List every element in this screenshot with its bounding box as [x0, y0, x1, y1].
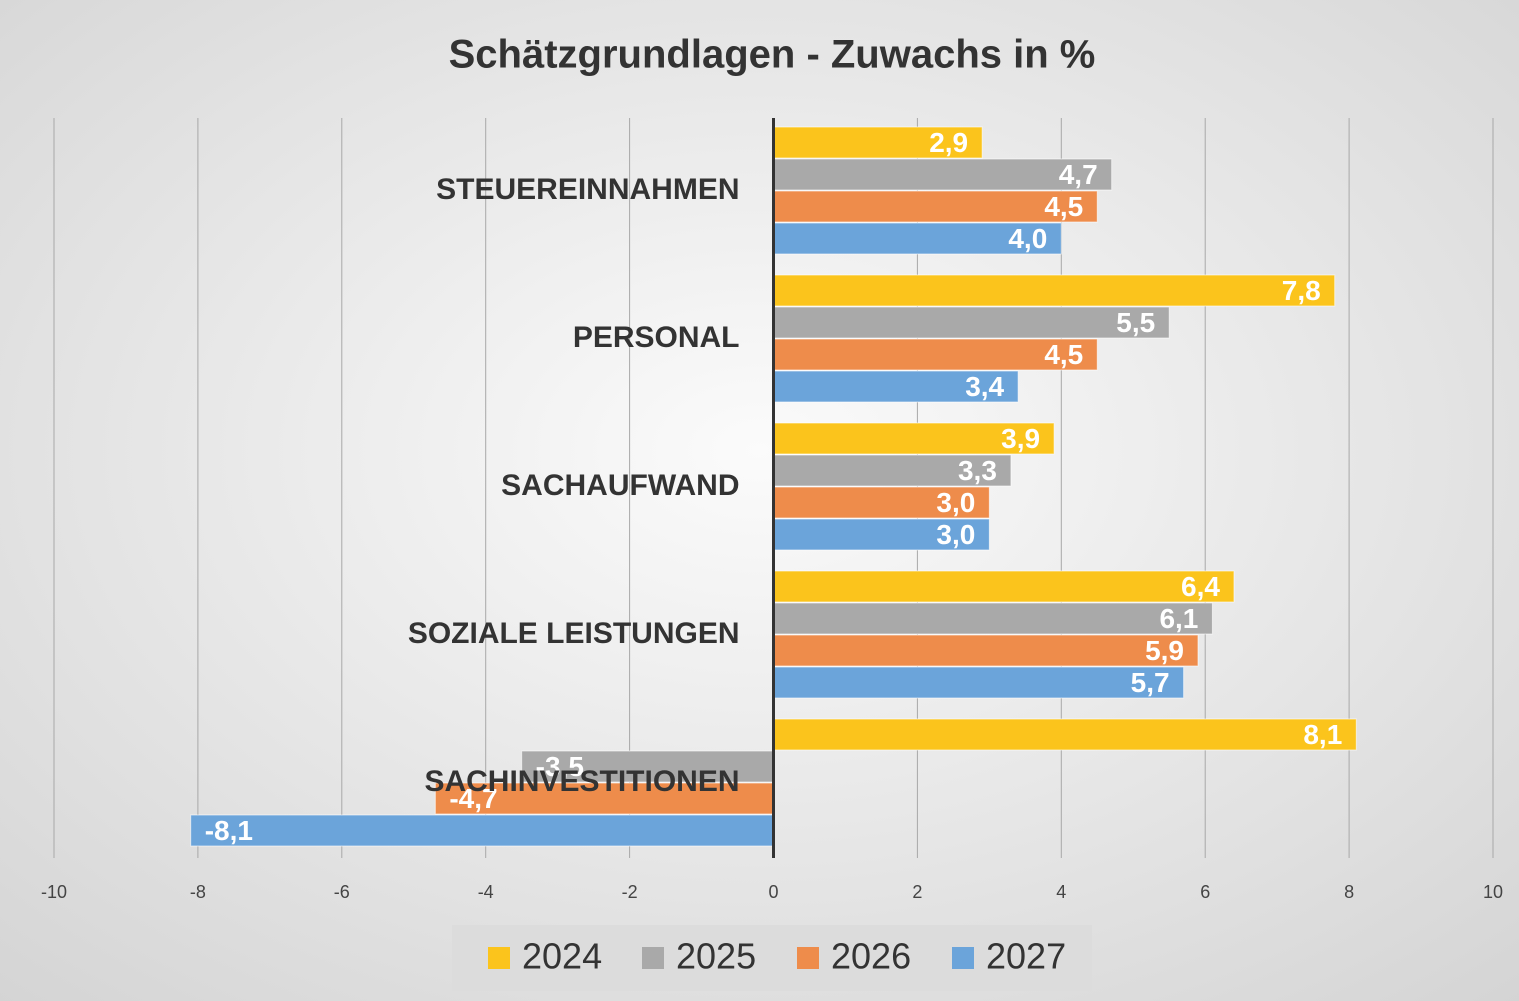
- value-label: 7,8: [1282, 275, 1321, 306]
- value-label: 5,7: [1131, 667, 1170, 698]
- bar: [773, 666, 1185, 699]
- bar: [434, 782, 774, 815]
- x-tick-label: 6: [1200, 882, 1210, 902]
- x-tick-label: -4: [478, 882, 494, 902]
- x-tick-label: 8: [1344, 882, 1354, 902]
- legend-label: 2024: [522, 936, 602, 977]
- bar: [773, 306, 1170, 339]
- value-label: -8,1: [205, 815, 253, 846]
- legend-swatch: [952, 947, 974, 969]
- legend-swatch: [642, 947, 664, 969]
- x-tick-label: -6: [334, 882, 350, 902]
- legend-swatch: [797, 947, 819, 969]
- bar: [773, 126, 983, 159]
- legend-box: [452, 925, 1092, 991]
- value-label: 4,0: [1008, 223, 1047, 254]
- value-label: 3,9: [1001, 423, 1040, 454]
- bar: [773, 634, 1199, 667]
- x-tick-label: 10: [1483, 882, 1503, 902]
- category-label: PERSONAL: [573, 321, 740, 354]
- x-tick-label: 2: [912, 882, 922, 902]
- bar: [773, 222, 1062, 255]
- bar: [521, 750, 774, 783]
- value-label: 6,1: [1159, 603, 1198, 634]
- x-tick-label: -2: [622, 882, 638, 902]
- x-tick-label: -8: [190, 882, 206, 902]
- bar: [773, 454, 1012, 487]
- value-label: 3,4: [965, 371, 1004, 402]
- category-label: SACHAUFWAND: [501, 469, 739, 502]
- category-label: SACHINVESTITIONEN: [424, 765, 739, 798]
- bar: [773, 602, 1213, 635]
- bar: [773, 370, 1019, 403]
- value-label: 3,0: [936, 519, 975, 550]
- category-label: STEUEREINNAHMEN: [436, 173, 739, 206]
- chart-title: Schätzgrundlagen - Zuwachs in %: [449, 33, 1096, 77]
- value-label: -4,7: [449, 783, 497, 814]
- legend-swatch: [488, 947, 510, 969]
- value-label: -3,5: [536, 751, 584, 782]
- value-label: 4,5: [1044, 191, 1083, 222]
- value-label: 2,9: [929, 127, 968, 158]
- value-label: 5,5: [1116, 307, 1155, 338]
- bar: [773, 338, 1098, 371]
- bar: [773, 570, 1235, 603]
- value-label: 8,1: [1303, 719, 1342, 750]
- legend-label: 2027: [986, 936, 1066, 977]
- bar: [773, 718, 1357, 751]
- bar: [773, 486, 990, 519]
- value-label: 4,5: [1044, 339, 1083, 370]
- legend-label: 2025: [676, 936, 756, 977]
- value-label: 6,4: [1181, 571, 1220, 602]
- x-tick-label: -10: [41, 882, 67, 902]
- value-label: 3,3: [958, 455, 997, 486]
- bar: [190, 814, 774, 847]
- bar: [773, 422, 1055, 455]
- value-label: 3,0: [936, 487, 975, 518]
- x-tick-label: 0: [768, 882, 778, 902]
- bar: [773, 274, 1336, 307]
- legend-label: 2026: [831, 936, 911, 977]
- value-label: 5,9: [1145, 635, 1184, 666]
- x-tick-label: 4: [1056, 882, 1066, 902]
- value-label: 4,7: [1059, 159, 1098, 190]
- category-label: SOZIALE LEISTUNGEN: [408, 617, 740, 650]
- bar: [773, 518, 990, 551]
